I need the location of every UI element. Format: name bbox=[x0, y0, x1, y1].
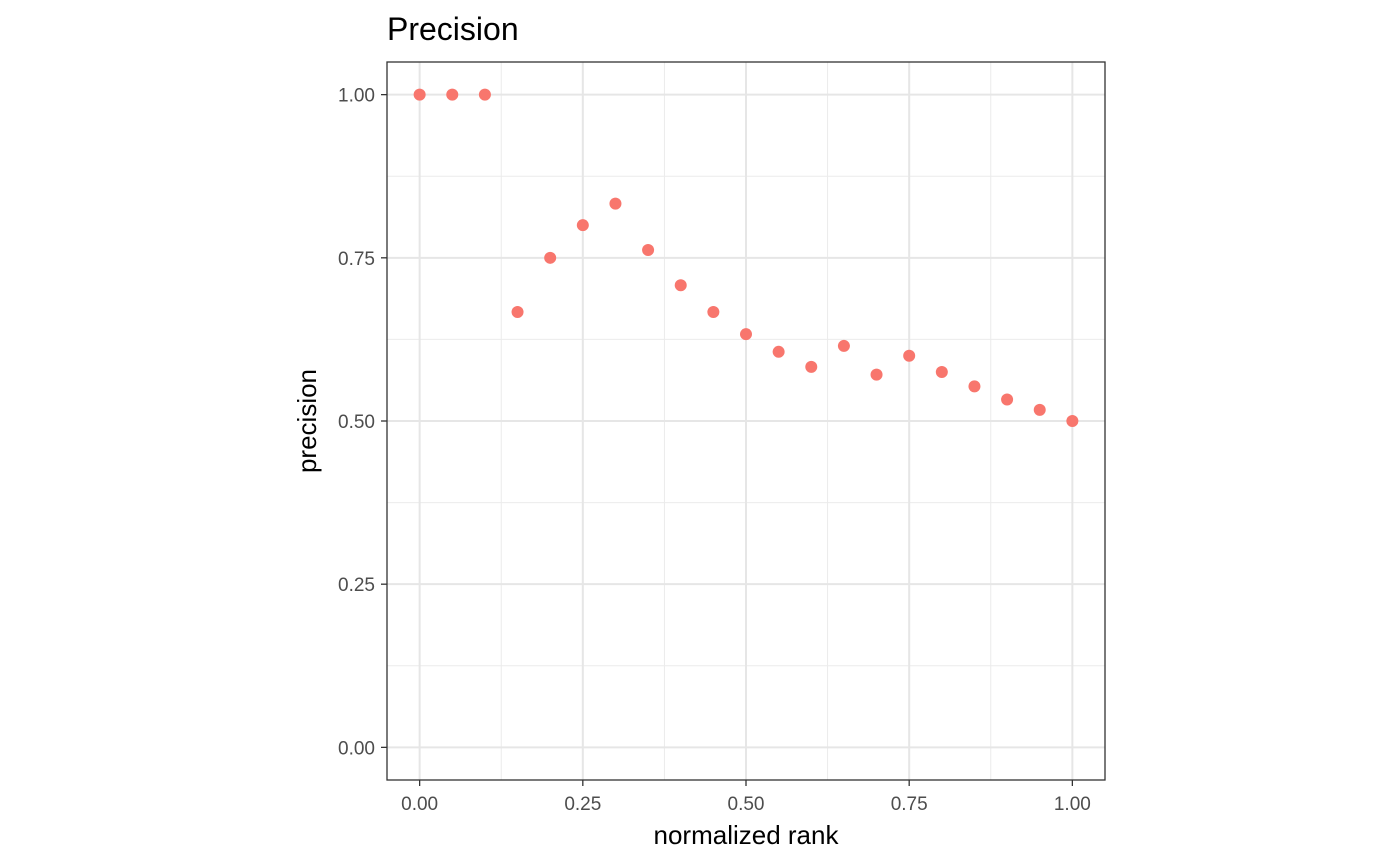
y-axis: 0.00 0.25 0.50 0.75 1.00 bbox=[338, 86, 387, 759]
data-point bbox=[837, 339, 850, 352]
data-point bbox=[609, 197, 622, 210]
x-tick-label: 0.75 bbox=[891, 794, 928, 815]
data-point bbox=[1033, 403, 1046, 416]
data-point bbox=[511, 305, 524, 318]
x-tick-label: 1.00 bbox=[1054, 794, 1091, 815]
data-point bbox=[870, 368, 883, 381]
y-axis-title: precision bbox=[292, 369, 322, 473]
data-point bbox=[544, 251, 557, 264]
major-gridlines bbox=[387, 62, 1105, 780]
y-tick-label: 0.50 bbox=[338, 412, 375, 433]
chart-title: Precision bbox=[387, 11, 519, 47]
x-axis: 0.00 0.25 0.50 0.75 1.00 bbox=[401, 780, 1091, 815]
data-point bbox=[446, 88, 459, 101]
data-point bbox=[674, 279, 687, 292]
x-tick-label: 0.25 bbox=[564, 794, 601, 815]
data-point bbox=[1066, 415, 1079, 427]
data-point bbox=[1001, 393, 1014, 406]
data-point bbox=[576, 219, 589, 232]
data-point bbox=[968, 380, 981, 393]
y-tick-label: 0.25 bbox=[338, 575, 375, 596]
data-point bbox=[478, 88, 491, 101]
y-tick-label: 0.75 bbox=[338, 249, 375, 270]
data-point bbox=[772, 345, 785, 358]
x-tick-label: 0.50 bbox=[728, 794, 765, 815]
data-point bbox=[413, 88, 426, 101]
y-tick-label: 0.00 bbox=[338, 738, 375, 759]
x-axis-title: normalized rank bbox=[654, 820, 840, 850]
data-point bbox=[935, 366, 948, 379]
y-tick-label: 1.00 bbox=[338, 86, 375, 107]
data-point bbox=[740, 328, 752, 341]
x-tick-label: 0.00 bbox=[401, 794, 438, 815]
data-point bbox=[707, 305, 720, 318]
data-point bbox=[805, 360, 818, 373]
data-point bbox=[642, 243, 655, 256]
data-points bbox=[413, 88, 1079, 427]
data-point bbox=[903, 349, 916, 362]
